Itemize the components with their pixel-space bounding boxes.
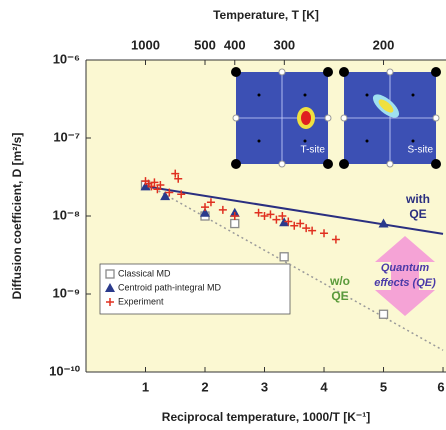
- inset-label: S-site: [407, 145, 433, 156]
- plus-marker: [218, 205, 227, 214]
- y-tick-label: 10⁻⁷: [53, 129, 80, 144]
- plus-marker: [308, 226, 317, 235]
- fit-label: with: [405, 192, 430, 206]
- x-axis-label: Reciprocal temperature, 1000/T [K⁻¹]: [162, 410, 370, 424]
- plus-marker: [177, 190, 186, 199]
- inset-atom: [431, 159, 441, 169]
- inset-dot: [365, 139, 369, 143]
- inset-blob: [378, 99, 394, 113]
- triangle-marker: [378, 218, 389, 228]
- x-tick-label: 2: [201, 379, 208, 394]
- inset-site: [324, 114, 332, 122]
- inset-atom: [339, 159, 349, 169]
- fit-line: [145, 182, 444, 351]
- plus-marker: [230, 212, 239, 220]
- inset-atom: [231, 67, 241, 77]
- inset-site: [340, 114, 348, 122]
- triangle-marker: [200, 207, 211, 217]
- x2-tick-label: 300: [273, 37, 295, 52]
- inset-site: [232, 114, 240, 122]
- plus-marker: [284, 217, 293, 226]
- triangle-marker: [160, 191, 171, 201]
- inset-dot: [257, 93, 261, 97]
- inset-atom: [431, 67, 441, 77]
- inset-dot: [411, 139, 415, 143]
- inset-atom: [231, 159, 241, 169]
- insets: T-site S-site: [231, 67, 441, 169]
- x-tick-label: 1: [142, 379, 149, 394]
- inset-site: [432, 114, 440, 122]
- plus-marker: [302, 224, 311, 233]
- legend-label: Classical MD: [118, 268, 171, 278]
- plus-marker: [260, 212, 269, 220]
- inset-site: [386, 160, 394, 168]
- inset-atom: [323, 67, 333, 77]
- triangle-marker: [279, 217, 290, 227]
- plus-marker: [290, 221, 299, 230]
- y-tick-label: 10⁻¹⁰: [49, 363, 81, 378]
- legend-marker: [105, 283, 115, 292]
- y-axis-label: Diffusion coefficient, D [m²/s]: [10, 133, 24, 300]
- legend-label: Experiment: [118, 296, 164, 306]
- legend-label: Centroid path-integral MD: [118, 282, 222, 292]
- y-tick-label: 10⁻⁹: [53, 285, 81, 300]
- y-tick-label: 10⁻⁶: [53, 51, 80, 66]
- inset-label: T-site: [301, 145, 326, 156]
- x2-tick-label: 1000: [131, 37, 160, 52]
- plus-marker: [150, 178, 159, 187]
- x-tick-label: 4: [320, 379, 328, 394]
- plus-marker: [266, 210, 275, 219]
- annotation: Quantum: [381, 262, 429, 274]
- plus-marker: [320, 229, 329, 238]
- triangle-marker: [140, 181, 151, 191]
- plus-marker: [278, 212, 287, 220]
- fit-label: QE: [331, 289, 348, 303]
- square-marker: [378, 309, 389, 319]
- inset-dot: [303, 93, 307, 97]
- x-tick-label: 5: [380, 379, 387, 394]
- plus-marker: [171, 169, 180, 178]
- x-tick-label: 6: [437, 379, 444, 394]
- inset-dot: [257, 139, 261, 143]
- x2-tick-label: 200: [373, 37, 395, 52]
- x2-tick-label: 400: [224, 37, 246, 52]
- plus-marker: [153, 185, 162, 194]
- plus-marker: [272, 215, 281, 224]
- plus-marker: [331, 235, 340, 244]
- x-tick-label: 3: [261, 379, 268, 394]
- x2-axis-label: Temperature, T [K]: [213, 8, 319, 22]
- legend-box: [99, 263, 291, 315]
- square-marker: [279, 252, 289, 262]
- legend-marker: [106, 298, 114, 306]
- inset-site: [278, 160, 286, 168]
- inset-dot: [303, 139, 307, 143]
- inset-dot: [411, 93, 415, 97]
- inset-site: [278, 68, 286, 76]
- y-tick-label: 10⁻⁸: [53, 207, 80, 222]
- plus-marker: [296, 219, 305, 228]
- plus-marker: [201, 203, 210, 212]
- fit-label: QE: [409, 207, 426, 221]
- x2-tick-label: 500: [194, 37, 216, 52]
- inset-site: [386, 68, 394, 76]
- plus-marker: [165, 188, 174, 197]
- plus-marker: [254, 208, 263, 217]
- legend-marker: [105, 269, 115, 279]
- fit-line: [145, 185, 444, 235]
- annotation: effects (QE): [374, 277, 436, 289]
- inset-blob: [301, 111, 311, 125]
- inset-dot: [365, 93, 369, 97]
- plus-marker: [206, 198, 215, 207]
- fit-label: w/o: [329, 274, 350, 288]
- plus-marker: [174, 174, 183, 183]
- qe-arrow: [375, 236, 435, 316]
- inset-atom: [323, 159, 333, 169]
- inset-atom: [339, 67, 349, 77]
- square-marker: [230, 218, 240, 229]
- plus-marker: [156, 180, 165, 189]
